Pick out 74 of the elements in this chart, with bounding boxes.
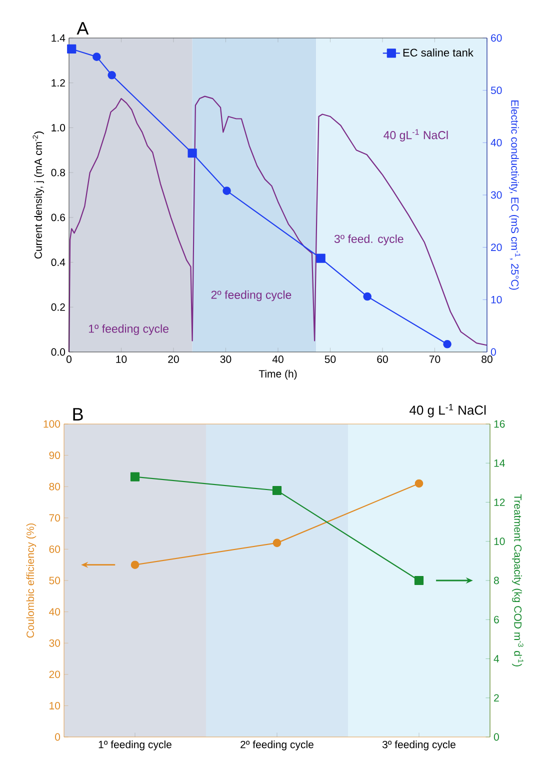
y2-tick-label: 50 — [490, 86, 502, 94]
annotation: 40 gL$^{-1}$ NaCl — [384, 129, 448, 142]
chart-title: B — [73, 408, 83, 420]
x-tick-label: 70 — [429, 356, 440, 363]
x-tick-label: 0 — [66, 356, 72, 363]
y-tick-label: 1.2 — [52, 79, 65, 87]
x-tick-label: 50 — [324, 356, 336, 363]
y-tick-label: 0.8 — [51, 168, 66, 176]
y2-tick-label: 8 — [494, 576, 499, 584]
y-tick-label: 10 — [50, 702, 60, 710]
text: 40 g L$^{-1}$ NaCl — [410, 404, 486, 418]
y-tick-label: 0.2 — [51, 303, 65, 311]
y2-axis-title: Treatment Capacity (kg COD m$^{-3}$ d$^{-1}$) — [512, 494, 524, 666]
x-tick-label: 20 — [168, 356, 179, 363]
annotation: 3º feed. cycle — [334, 234, 404, 246]
point — [92, 52, 101, 61]
x-tick-label: 40 — [272, 356, 284, 363]
y2-axis-title: Electric conductivity, EC (mS cm$^{-1}$, 25°C) — [509, 100, 520, 290]
y-tick-label: 40 — [49, 608, 60, 616]
point — [130, 472, 140, 482]
x-tick-label: 1º feeding cycle — [98, 740, 172, 750]
y2-tick-label: 10 — [491, 296, 502, 304]
y2-tick-label: 6 — [494, 616, 499, 624]
y2-tick-label: 60 — [491, 34, 502, 42]
y2-tick-label: 20 — [491, 244, 502, 252]
y2-tick-label: 14 — [494, 460, 505, 467]
point — [272, 486, 282, 496]
y2-tick-label: 2 — [494, 694, 499, 702]
x-tick-label: 3º feeding cycle — [382, 740, 456, 750]
annotation: 1º feeding cycle — [88, 324, 168, 336]
y-axis-title: Coulombic efficiency (%) — [26, 524, 36, 638]
y2-tick-label: 30 — [490, 191, 502, 199]
annotation: 2º feeding cycle — [211, 290, 292, 302]
y2-tick-label: 16 — [494, 420, 505, 428]
point — [272, 538, 282, 548]
y-tick-label: 20 — [49, 670, 60, 678]
legend-label: EC saline tank — [403, 48, 474, 57]
y2-tick-label: 40 — [490, 138, 502, 146]
y-tick-label: 0.0 — [51, 348, 66, 356]
y-tick-label: 1.0 — [52, 124, 66, 132]
point — [414, 576, 424, 586]
y2-tick-label: 0 — [490, 348, 496, 356]
y-tick-label: 30 — [49, 639, 60, 647]
y-tick-label: 80 — [49, 482, 60, 490]
y-axis-title: Current density, j (mA cm$^{-2}$) — [32, 132, 44, 259]
point — [443, 340, 452, 348]
y2-tick-label: 10 — [494, 538, 505, 546]
point — [316, 254, 326, 263]
y-tick-label: 1.4 — [52, 34, 66, 42]
point — [414, 479, 424, 488]
y-tick-label: 60 — [49, 545, 60, 553]
y-tick-label: 90 — [49, 452, 60, 460]
y-tick-label: 50 — [49, 576, 60, 584]
point — [130, 560, 140, 569]
y-tick-label: 0 — [55, 733, 60, 741]
y2-tick-label: 0 — [494, 733, 499, 741]
x-tick-label: 60 — [377, 356, 388, 363]
y2-tick-label: 12 — [494, 498, 505, 506]
x-tick-label: 30 — [220, 356, 232, 363]
y-tick-label: 70 — [49, 514, 60, 522]
y-tick-label: 0.6 — [51, 214, 66, 222]
x-tick-label: 2º feeding cycle — [240, 740, 314, 750]
point — [222, 186, 231, 195]
y-tick-label: 0.4 — [51, 258, 66, 266]
y-tick-label: 100 — [44, 420, 60, 428]
point — [363, 292, 372, 301]
point — [188, 148, 197, 158]
point — [67, 44, 76, 54]
chart-title: A — [76, 22, 89, 34]
point — [108, 71, 116, 80]
y2-tick-label: 4 — [494, 655, 500, 662]
x-axis-title: Time (h) — [258, 370, 297, 380]
x-tick-label: 10 — [116, 356, 127, 363]
x-tick-label: 80 — [482, 356, 492, 363]
